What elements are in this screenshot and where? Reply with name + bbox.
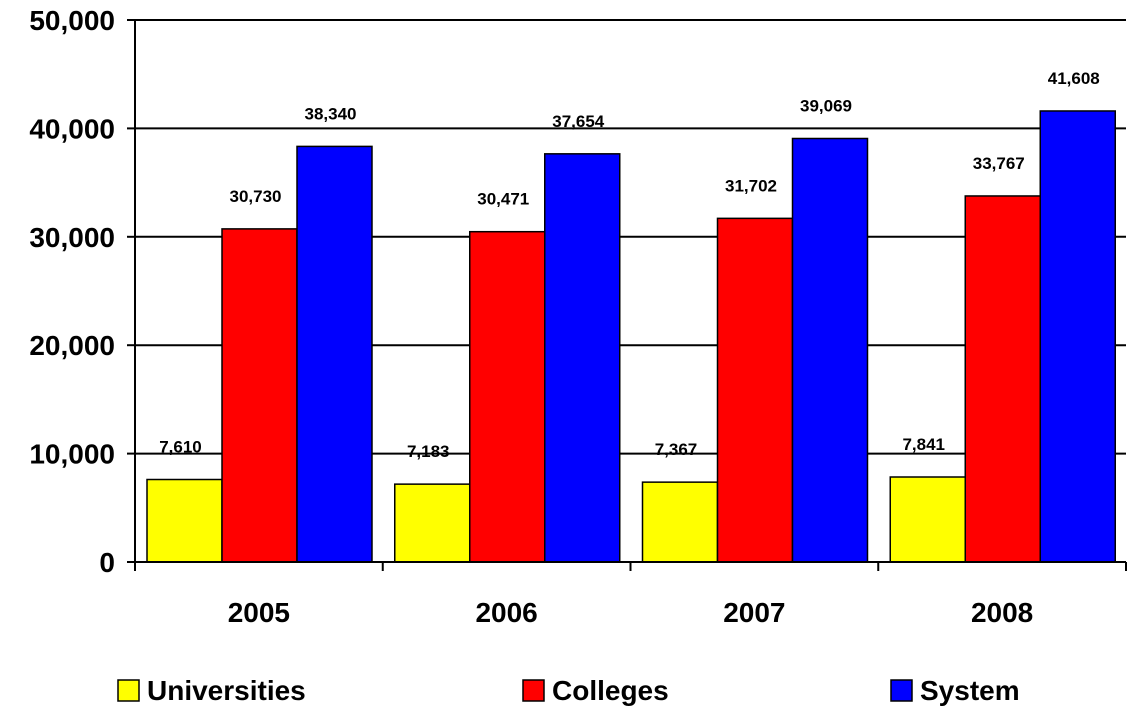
x-tick-label: 2006 bbox=[475, 597, 537, 628]
bar-colleges-2008 bbox=[964, 195, 1041, 563]
bars bbox=[146, 110, 1116, 563]
bar-universities-2007 bbox=[641, 481, 719, 563]
value-label: 39,069 bbox=[800, 96, 852, 115]
legend: Universities Colleges System bbox=[117, 675, 1020, 706]
x-axis-tick-labels: 2005 2006 2007 2008 bbox=[228, 597, 1034, 628]
value-label: 33,767 bbox=[973, 154, 1025, 173]
y-tick-label: 10,000 bbox=[29, 439, 115, 470]
value-labels: 7,610 30,730 38,340 7,183 30,471 37,654 7,367 3… bbox=[159, 69, 1100, 461]
bar-colleges-2007 bbox=[716, 217, 794, 563]
y-tick-label: 50,000 bbox=[29, 5, 115, 36]
value-label: 37,654 bbox=[552, 112, 605, 131]
value-label: 41,608 bbox=[1048, 69, 1100, 88]
value-label: 7,841 bbox=[902, 435, 945, 454]
y-tick-label: 30,000 bbox=[29, 222, 115, 253]
y-tick-label: 40,000 bbox=[29, 113, 115, 144]
x-tick-label: 2008 bbox=[971, 597, 1033, 628]
value-label: 30,730 bbox=[230, 187, 282, 206]
legend-label: System bbox=[920, 675, 1020, 706]
value-label: 7,610 bbox=[159, 438, 202, 457]
x-tick-label: 2005 bbox=[228, 597, 290, 628]
bar-universities-2008 bbox=[889, 476, 966, 563]
bar-universities-2005 bbox=[146, 478, 223, 563]
bar-universities-2006 bbox=[394, 483, 471, 563]
y-axis-tick-labels: 0 10,000 20,000 30,000 40,000 50,000 bbox=[29, 5, 115, 578]
value-label: 7,183 bbox=[407, 442, 450, 461]
value-label: 38,340 bbox=[305, 104, 357, 123]
bar-system-2008 bbox=[1039, 110, 1116, 563]
legend-label: Colleges bbox=[552, 675, 669, 706]
value-label: 31,702 bbox=[725, 176, 777, 195]
x-tick-label: 2007 bbox=[723, 597, 785, 628]
legend-swatch-system bbox=[890, 679, 913, 702]
value-label: 30,471 bbox=[477, 190, 529, 209]
bar-colleges-2006 bbox=[469, 230, 546, 563]
legend-swatch-universities bbox=[117, 679, 140, 702]
y-tick-label: 20,000 bbox=[29, 330, 115, 361]
axes bbox=[127, 19, 1127, 571]
value-label: 7,367 bbox=[655, 440, 698, 459]
bar-system-2005 bbox=[296, 145, 373, 563]
legend-swatch-colleges bbox=[522, 679, 545, 702]
bar-colleges-2005 bbox=[221, 228, 298, 563]
bar-system-2007 bbox=[791, 137, 869, 563]
y-tick-label: 0 bbox=[99, 547, 115, 578]
legend-label: Universities bbox=[147, 675, 306, 706]
bar-system-2006 bbox=[544, 153, 621, 563]
